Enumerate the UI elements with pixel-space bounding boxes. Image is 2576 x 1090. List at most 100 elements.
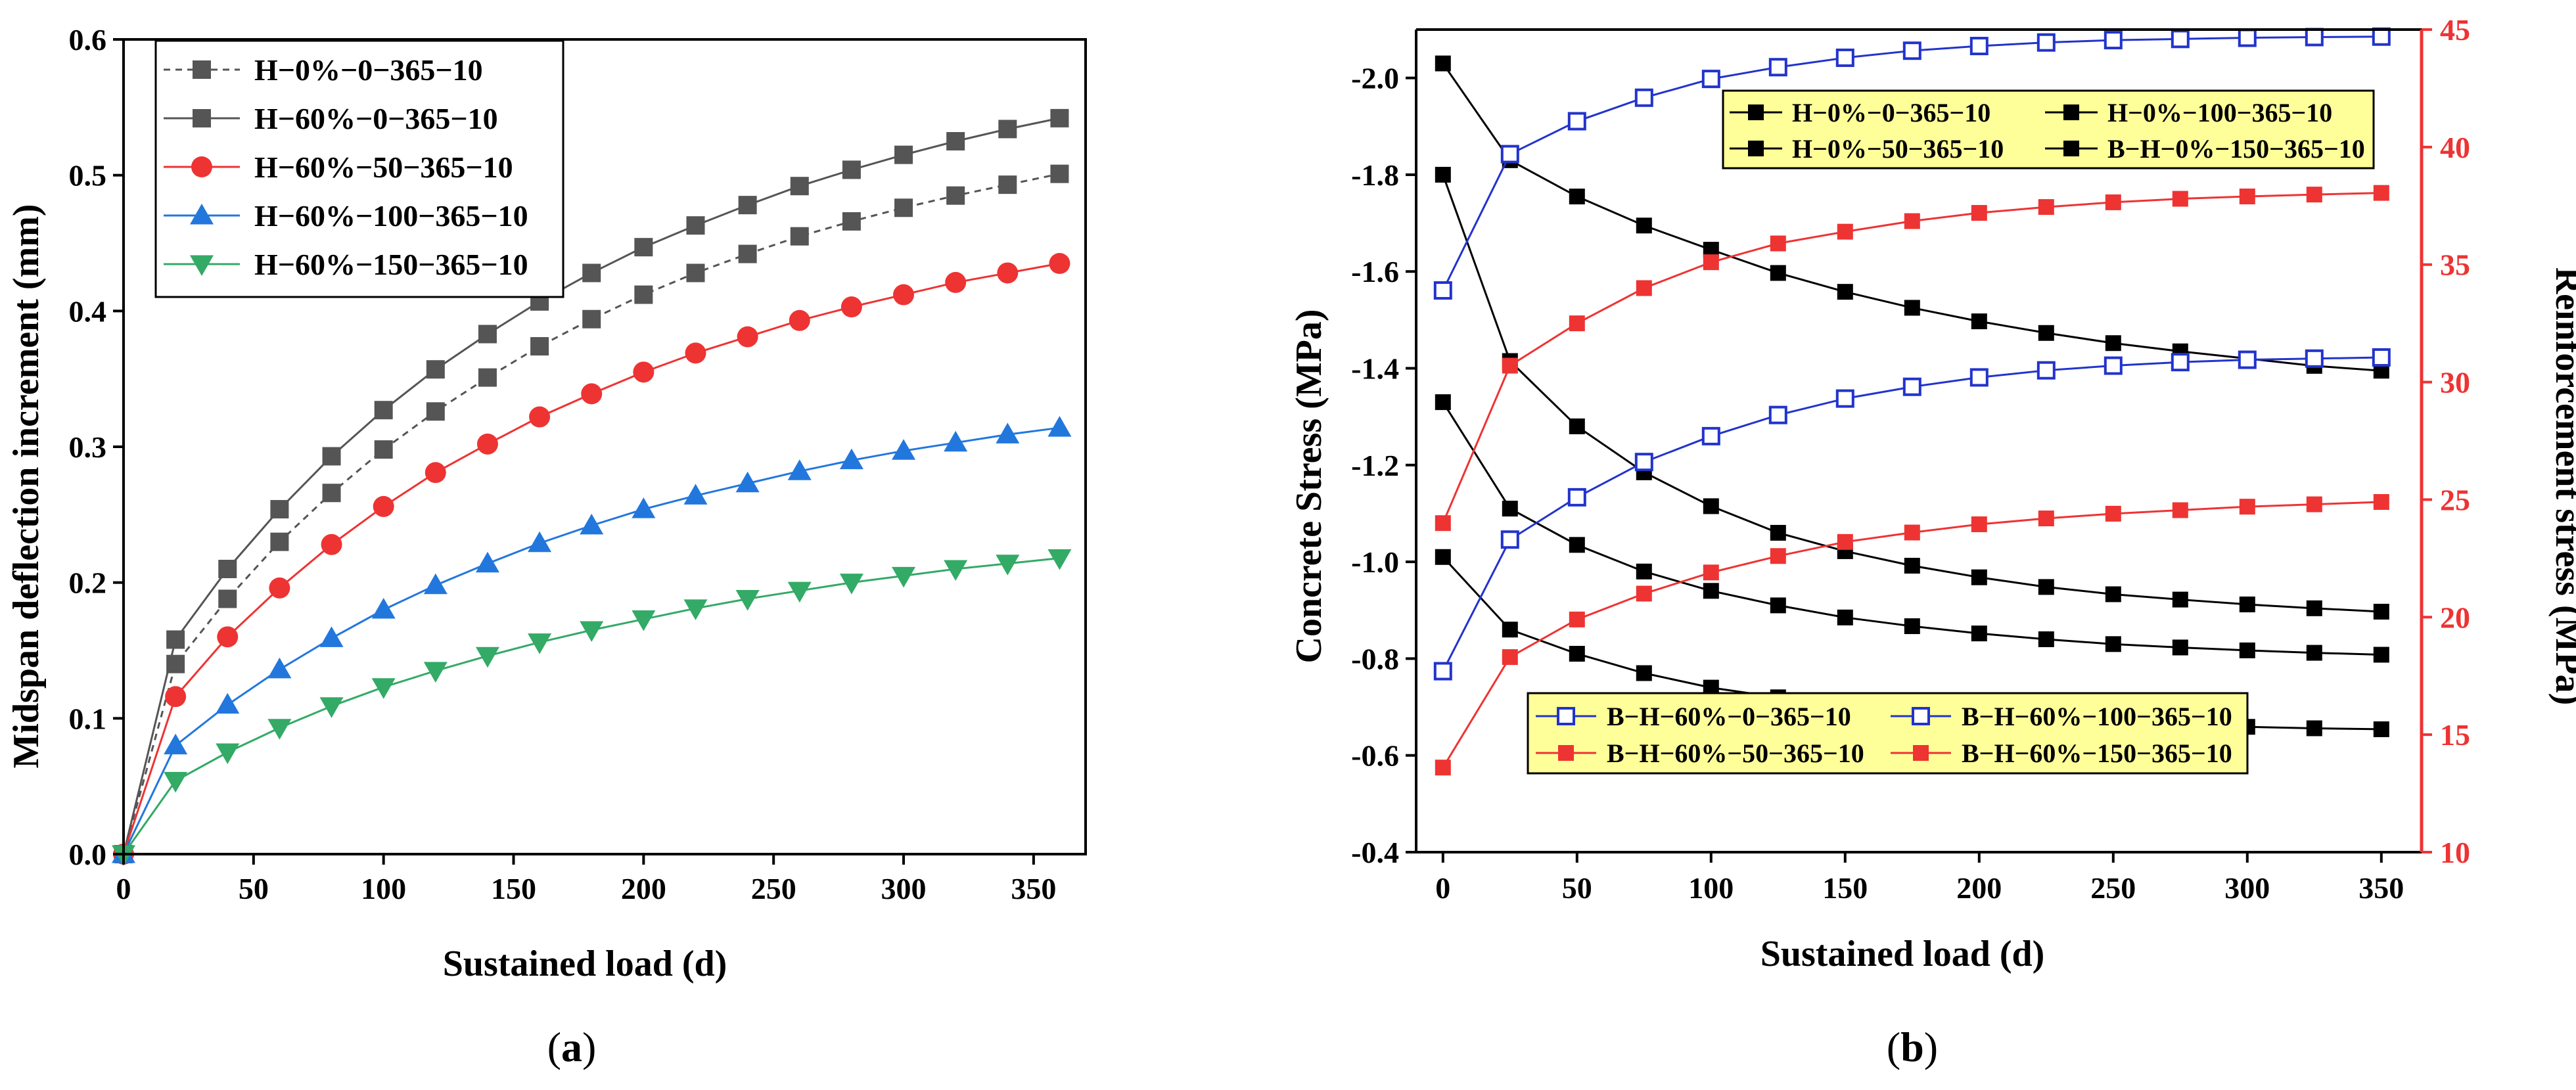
data-point: [790, 227, 809, 246]
data-point: [683, 484, 708, 505]
data-point: [998, 120, 1017, 139]
legend-entry: H−60%−0−365−10: [254, 102, 498, 135]
data-point: [2105, 505, 2121, 522]
data-point: [1500, 530, 1519, 549]
legend-entry: H−0%−0−365−10: [254, 53, 483, 87]
data-point: [1049, 253, 1070, 274]
data-point: [1835, 48, 1854, 67]
y-tick-label: 0.2: [69, 566, 107, 600]
data-point: [322, 484, 341, 503]
data-point: [322, 447, 341, 466]
data-point: [790, 177, 809, 196]
data-point: [1435, 394, 1451, 411]
y-tick-label: 0.4: [69, 294, 107, 328]
data-point: [1971, 313, 1987, 330]
legend-marker: [1748, 104, 1764, 120]
data-point: [839, 448, 863, 470]
x-tick-label: 300: [2224, 871, 2270, 905]
data-point: [267, 719, 292, 740]
data-point: [2373, 603, 2389, 620]
chart-a-ylabel: Midspan deflection increment (mm): [6, 204, 47, 768]
legend-marker: [1557, 707, 1575, 725]
data-point: [1435, 515, 1451, 532]
x-tick-label: 150: [1822, 871, 1868, 905]
data-point: [2038, 325, 2054, 341]
data-point: [735, 589, 760, 611]
data-point: [2373, 494, 2389, 511]
legend-marker: [190, 255, 214, 276]
data-point: [2038, 199, 2054, 216]
chart-b-y2label: Reinforcement stress (MPa): [2548, 267, 2576, 706]
data-point: [1502, 649, 1518, 666]
data-point: [1768, 58, 1787, 77]
data-point: [2036, 33, 2056, 52]
chart-b-caption: (b): [1887, 1024, 1938, 1070]
y2-tick-label: 30: [2440, 366, 2470, 399]
y2-tick-label: 40: [2440, 131, 2470, 164]
data-point: [166, 630, 185, 649]
y2-tick-label: 35: [2440, 248, 2470, 282]
data-point: [2036, 361, 2056, 380]
data-point: [1770, 265, 1786, 281]
data-point: [2105, 636, 2121, 652]
x-tick-label: 350: [1011, 872, 1056, 905]
data-point: [737, 326, 758, 348]
data-point: [894, 145, 913, 164]
data-point: [478, 368, 497, 387]
data-point: [1569, 537, 1585, 553]
y-tick-label: 0.6: [69, 23, 107, 57]
data-point: [2239, 188, 2255, 204]
legend-entry: B−H−60%−150−365−10: [1962, 738, 2232, 768]
data-point: [2038, 579, 2054, 595]
data-point: [1435, 166, 1451, 183]
data-point: [1837, 284, 1853, 300]
data-point: [270, 532, 289, 551]
y2-tick-label: 15: [2440, 718, 2470, 752]
x-tick-label: 100: [361, 872, 406, 905]
data-point: [164, 771, 188, 793]
data-point: [580, 621, 604, 642]
x-tick-label: 200: [621, 872, 666, 905]
data-point: [529, 406, 551, 428]
data-point: [1502, 501, 1518, 517]
data-point: [1634, 453, 1653, 472]
legend-marker: [2063, 104, 2079, 120]
data-point: [165, 686, 187, 708]
x-tick-label: 250: [2090, 871, 2136, 905]
data-point: [738, 196, 757, 215]
data-point: [1902, 377, 1921, 396]
data-point: [319, 626, 344, 647]
data-point: [2306, 600, 2322, 616]
data-point: [2306, 496, 2322, 512]
x-tick-label: 350: [2358, 871, 2404, 905]
data-point: [686, 263, 705, 283]
legend-entry: B−H−0%−150−365−10: [2107, 134, 2365, 164]
data-point: [1569, 189, 1585, 205]
data-point: [893, 284, 915, 306]
data-point: [1569, 315, 1585, 332]
y-tick-label: -0.4: [1351, 836, 1399, 869]
data-point: [475, 647, 499, 668]
data-point: [1634, 88, 1653, 107]
data-point: [1567, 112, 1586, 131]
data-point: [1435, 760, 1451, 776]
data-point: [1837, 223, 1853, 240]
data-point: [634, 238, 653, 257]
chart-b-legend-top: H−0%−0−365−10 H−0%−100−365−10 H−0%−50−365−…: [1722, 89, 2375, 170]
data-point: [373, 495, 394, 517]
chart-b-ylabel: Concrete Stress (MPa): [1289, 309, 1329, 663]
legend-box: [154, 39, 564, 298]
data-point: [944, 430, 968, 452]
data-point: [1636, 563, 1652, 579]
data-point: [530, 337, 549, 356]
data-point: [686, 216, 705, 235]
x-tick-label: 200: [1956, 871, 2002, 905]
legend-entry: B−H−60%−50−365−10: [1607, 738, 1864, 768]
x-tick-label: 50: [239, 872, 269, 905]
data-point: [1636, 217, 1652, 234]
legend-entry: H−60%−50−365−10: [254, 150, 513, 184]
data-point: [1768, 405, 1787, 424]
data-point: [580, 513, 604, 535]
y-tick-label: 0.3: [69, 430, 107, 464]
